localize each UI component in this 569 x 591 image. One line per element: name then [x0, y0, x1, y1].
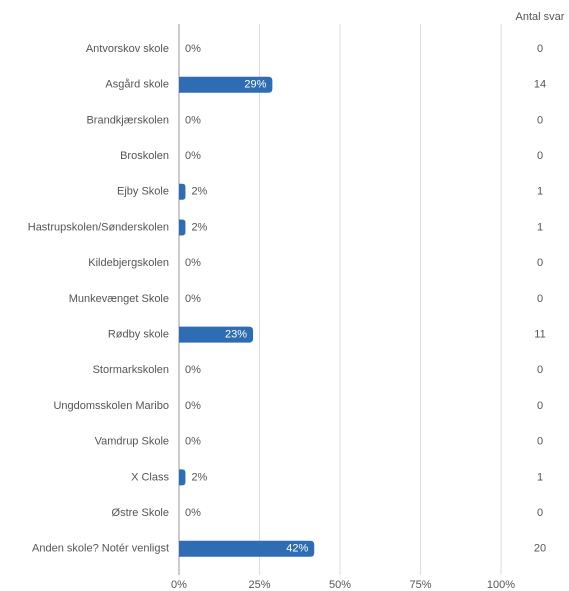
category-label: X Class [131, 471, 169, 483]
category-label: Anden skole? Notér venligst [32, 543, 169, 555]
count-label: 0 [537, 293, 543, 305]
value-label: 23% [225, 329, 247, 341]
value-label: 0% [185, 364, 201, 376]
count-label: 1 [537, 186, 543, 198]
value-label: 29% [244, 79, 266, 91]
x-tick-label: 75% [409, 579, 431, 591]
value-label: 2% [191, 221, 207, 233]
category-label: Munkevænget Skole [69, 293, 169, 305]
bar [179, 183, 186, 200]
x-tick-label: 100% [487, 579, 515, 591]
category-label: Vamdrup Skole [95, 436, 169, 448]
bar [179, 219, 186, 236]
x-tick-label: 50% [329, 579, 351, 591]
x-tick-label: 25% [248, 579, 270, 591]
category-label: Ejby Skole [117, 186, 169, 198]
value-label: 0% [185, 43, 201, 55]
bar [179, 76, 273, 93]
category-label: Hastrupskolen/Sønderskolen [28, 221, 169, 233]
x-tick-label: 0% [171, 579, 187, 591]
value-label: 0% [185, 257, 201, 269]
count-label: 1 [537, 221, 543, 233]
count-label: 0 [537, 364, 543, 376]
value-label: 0% [185, 150, 201, 162]
category-label: Stormarkskolen [93, 364, 169, 376]
bar [179, 469, 186, 486]
count-label: 0 [537, 400, 543, 412]
count-header: Antal svar [516, 11, 565, 23]
count-label: 11 [534, 329, 545, 341]
category-label: Antvorskov skole [86, 43, 169, 55]
count-label: 0 [537, 257, 543, 269]
count-label: 1 [537, 471, 543, 483]
value-label: 0% [185, 436, 201, 448]
count-label: 0 [537, 507, 543, 519]
value-label: 0% [185, 507, 201, 519]
category-label: Rødby skole [108, 329, 169, 341]
category-label: Ungdomsskolen Maribo [53, 400, 169, 412]
value-label: 0% [185, 400, 201, 412]
category-label: Asgård skole [105, 79, 169, 91]
count-label: 20 [534, 543, 546, 555]
bar [179, 540, 315, 557]
category-label: Brandkjærskolen [86, 114, 169, 126]
count-label: 0 [537, 150, 543, 162]
category-label: Østre Skole [112, 507, 169, 519]
value-label: 2% [191, 471, 207, 483]
value-label: 2% [191, 186, 207, 198]
count-label: 0 [537, 114, 543, 126]
category-label: Broskolen [120, 150, 169, 162]
count-label: 0 [537, 436, 543, 448]
value-label: 0% [185, 293, 201, 305]
bar [179, 326, 254, 343]
count-label: 0 [537, 43, 543, 55]
category-label: Kildebjergskolen [88, 257, 169, 269]
value-label: 42% [286, 543, 308, 555]
count-label: 14 [534, 79, 546, 91]
value-label: 0% [185, 114, 201, 126]
